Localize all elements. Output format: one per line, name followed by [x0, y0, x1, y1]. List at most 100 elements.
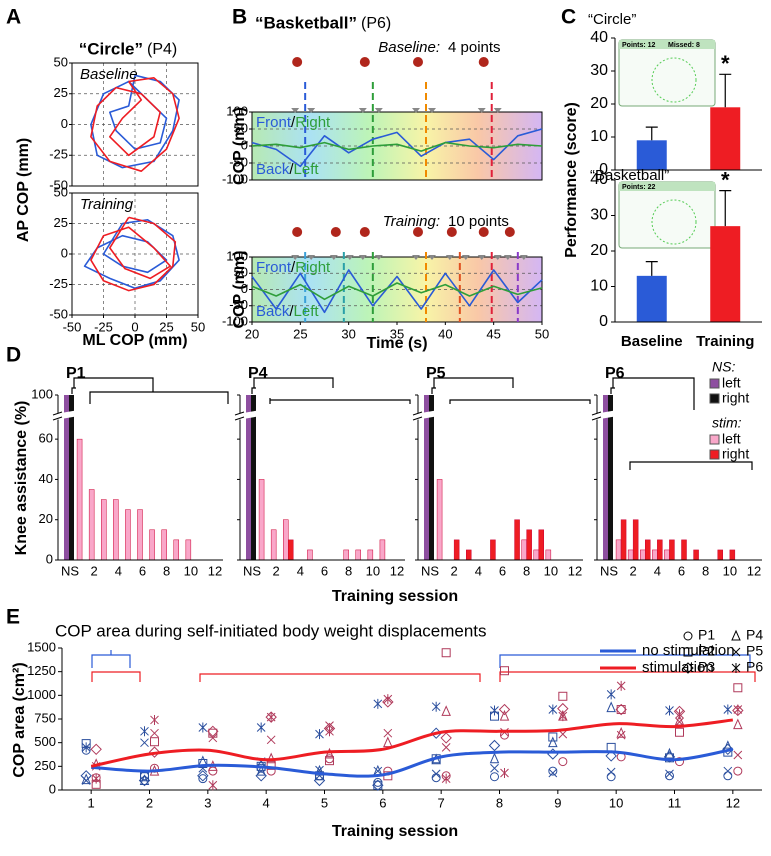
bar — [466, 549, 472, 561]
trace — [251, 128, 543, 168]
x-tick-label: 10 — [366, 563, 380, 578]
y-axis-label: COP (mm) — [231, 107, 248, 185]
legend-label: P1 — [698, 627, 715, 643]
x-axis-label: Training session — [332, 588, 458, 605]
point — [266, 760, 276, 770]
bar — [283, 519, 289, 561]
inset-text: Points: 22 — [622, 184, 656, 191]
basket — [358, 108, 383, 113]
point — [207, 725, 219, 738]
subplot-title: P5 — [426, 365, 446, 382]
basket — [445, 255, 470, 260]
bar — [76, 438, 83, 561]
axes — [614, 38, 762, 171]
ball — [292, 227, 303, 237]
ball — [359, 57, 370, 67]
point — [324, 747, 335, 759]
point — [256, 764, 266, 776]
panel-letter: D — [6, 344, 21, 367]
bar — [681, 539, 687, 561]
point — [733, 683, 743, 693]
y-tick-label: 0 — [599, 161, 608, 178]
point — [490, 705, 499, 716]
y-tick-label: 100 — [226, 103, 248, 118]
point — [675, 757, 684, 767]
y-tick-label: -50 — [229, 154, 248, 169]
plot-frame — [251, 256, 543, 323]
y-tick-label: 40 — [39, 471, 53, 486]
bar — [652, 549, 658, 561]
x-tick-label: 6 — [678, 563, 685, 578]
bar — [545, 549, 552, 561]
y-tick-label: 30 — [590, 207, 608, 224]
bar — [113, 499, 119, 561]
point — [441, 705, 451, 716]
x-tick-label: 4 — [263, 795, 270, 810]
bar — [657, 539, 663, 561]
axis-break — [51, 410, 77, 421]
y-tick-label: 50 — [234, 265, 248, 280]
panel-letter: B — [232, 6, 247, 29]
point — [441, 773, 451, 784]
point — [313, 774, 326, 787]
bar — [379, 539, 386, 561]
y-tick-label: 25 — [54, 215, 68, 230]
point — [383, 694, 393, 705]
y-axis-label: COP (mm) — [231, 251, 248, 329]
point — [547, 748, 559, 760]
point — [606, 701, 616, 713]
bar — [632, 519, 639, 561]
trace — [251, 282, 543, 301]
point — [723, 771, 733, 781]
bar — [64, 395, 69, 560]
axis-break-mark — [412, 411, 423, 421]
point — [81, 776, 91, 785]
plot-frame — [71, 62, 199, 187]
point — [431, 701, 441, 712]
trace — [90, 77, 180, 172]
point — [732, 704, 744, 717]
axes — [417, 395, 583, 561]
y-tick-label: 0 — [241, 137, 248, 152]
bar — [490, 539, 496, 561]
inset-bar — [619, 40, 715, 49]
point — [150, 714, 159, 725]
bar — [258, 479, 265, 561]
subplot-label: Baseline — [80, 66, 138, 83]
axes — [57, 395, 223, 561]
score: 10 points — [448, 213, 509, 230]
x-tick-label: -50 — [63, 319, 82, 334]
point — [315, 729, 324, 740]
subplot-label: Training: — [383, 213, 440, 230]
bar — [88, 489, 95, 561]
legend-label: stimulation — [642, 659, 714, 676]
y-tick-label: 1250 — [27, 663, 56, 678]
point — [440, 732, 452, 744]
point — [605, 750, 617, 762]
trace-label-part: Right — [295, 114, 331, 131]
basket — [291, 108, 316, 113]
chart-title: “Circle” — [79, 39, 143, 58]
mean-line — [91, 747, 734, 778]
point — [665, 771, 674, 781]
point — [315, 771, 324, 781]
point — [81, 773, 91, 785]
bar — [693, 549, 699, 561]
y-tick-label: 25 — [54, 85, 68, 100]
legend-swatch — [709, 434, 720, 445]
y-tick-label: 0 — [49, 781, 56, 796]
bar — [69, 395, 74, 560]
ball — [504, 227, 515, 237]
mean-line — [90, 718, 734, 768]
x-tick-label: 8 — [496, 795, 503, 810]
x-tick-label: 50 — [191, 319, 205, 334]
point — [140, 772, 149, 782]
legend-label: P2 — [698, 643, 715, 659]
legend-label: left — [722, 375, 741, 391]
point — [441, 743, 451, 752]
point — [675, 717, 684, 727]
x-tick-label: 11 — [668, 795, 682, 810]
y-axis-label: COP area (cm²) — [11, 662, 28, 777]
point — [265, 711, 277, 723]
legend-label: no stimulation — [642, 642, 735, 659]
